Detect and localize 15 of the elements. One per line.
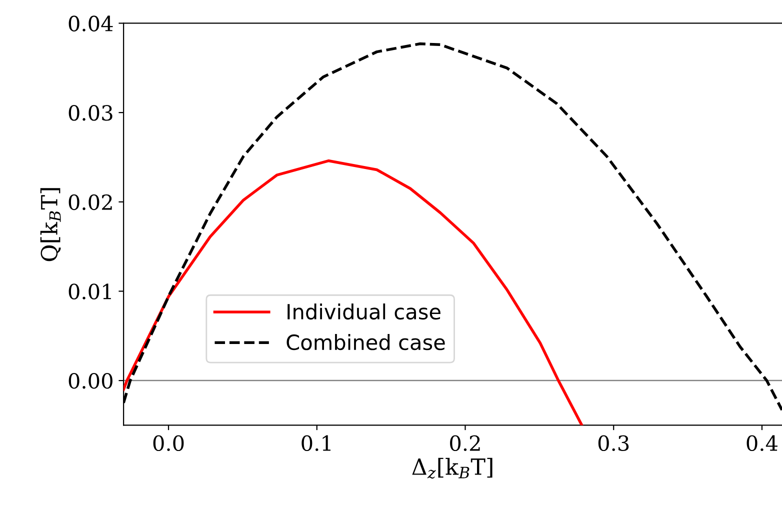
x-tick-label: 0.3: [598, 435, 629, 452]
y-tick-label: 0.02: [68, 194, 112, 210]
legend-label: Combined case: [286, 334, 445, 350]
y-tick-label: 0.04: [68, 16, 113, 32]
x-tick-label: 0.1: [302, 435, 330, 452]
legend-label: Individual case: [288, 303, 440, 320]
x-axis-title: Δ$_{z}$[k$_{B}$T]: [412, 458, 492, 479]
y-axis-title: Q[k$_{B}$T]: [40, 188, 61, 262]
x-tick-label: 0.4: [746, 435, 778, 452]
y-tick-label: 0.03: [68, 105, 112, 121]
x-tick-label: 0.0: [153, 435, 184, 452]
y-tick-label: 0.00: [68, 373, 112, 389]
line-series: [124, 159, 584, 426]
x-tick-label: 0.2: [450, 435, 480, 452]
y-tick-label: 0.01: [68, 284, 111, 300]
